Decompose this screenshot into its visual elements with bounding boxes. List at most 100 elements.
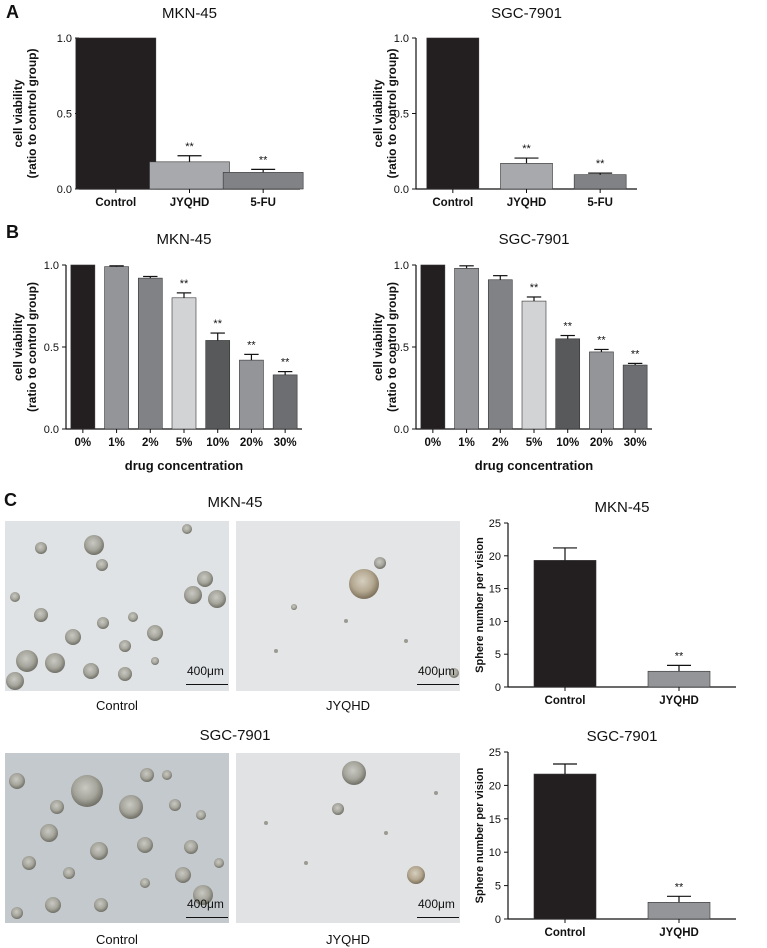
y-axis-label: cell viability (371, 79, 385, 147)
x-tick-label: Control (545, 695, 586, 707)
y-tick-label: 10 (489, 616, 501, 628)
x-tick-label: 5-FU (587, 197, 613, 209)
significance-label: ** (597, 334, 606, 346)
y-axis-label: (ratio to control group) (385, 49, 399, 179)
y-axis-label: (ratio to control group) (385, 282, 399, 412)
bar (454, 267, 479, 430)
micrograph-sgc7901-control (5, 753, 229, 923)
y-tick-label: 1.0 (394, 260, 409, 272)
micrograph-caption-sgc7901-control: Control (96, 932, 138, 947)
bar (239, 359, 264, 430)
scale-bar-label: 400μm (418, 664, 455, 678)
y-tick-label: 0.0 (57, 184, 72, 196)
bar (533, 773, 597, 920)
y-tick-label: 15 (489, 814, 501, 826)
x-tick-label: 10% (206, 437, 229, 449)
significance-label: ** (631, 348, 640, 360)
significance-label: ** (247, 339, 256, 351)
x-tick-label: 10% (556, 437, 579, 449)
scale-bar-label: 400μm (187, 664, 224, 678)
chart-title: MKN-45 (594, 499, 649, 516)
y-tick-label: 20 (489, 780, 501, 792)
significance-label: ** (213, 318, 222, 330)
y-axis-label: Sphere number per vision (474, 537, 486, 673)
significance-label: ** (675, 650, 684, 662)
bar (533, 560, 597, 688)
bar (75, 37, 157, 190)
panel-letter-a: A (6, 2, 19, 22)
y-tick-label: 1.0 (57, 33, 72, 45)
micrograph-mkn45-control (5, 521, 229, 691)
x-tick-label: 1% (458, 437, 475, 449)
x-tick-label: Control (95, 197, 136, 209)
y-tick-label: 0.0 (394, 424, 409, 436)
x-tick-label: 5-FU (250, 197, 276, 209)
significance-label: ** (522, 143, 531, 155)
significance-label: ** (596, 158, 605, 170)
x-tick-label: JYQHD (659, 695, 699, 707)
x-tick-label: 5% (176, 437, 193, 449)
x-tick-label: JYQHD (170, 197, 210, 209)
chart-a-mkn45: MKN-45 0.0 0.5 1.0 cell viability (ratio to c… (11, 5, 304, 209)
y-tick-label: 0.0 (394, 184, 409, 196)
significance-label: ** (675, 881, 684, 893)
y-axis-label: cell viability (11, 313, 25, 381)
bar (149, 161, 230, 190)
y-tick-label: 15 (489, 584, 501, 596)
scale-bar-label: 400μm (187, 897, 224, 911)
bar (555, 338, 581, 430)
micrograph-caption-mkn45-control: Control (96, 698, 138, 713)
micrograph-sgc7901-jyqhd (236, 753, 460, 923)
scale-bar (417, 684, 459, 685)
chart-title: SGC-7901 (499, 231, 570, 248)
bar (272, 374, 298, 430)
bar (420, 264, 446, 430)
bar (589, 351, 614, 430)
significance-label: ** (530, 282, 539, 294)
x-tick-label: 0% (425, 437, 442, 449)
y-tick-label: 1.0 (394, 33, 409, 45)
x-axis-label: drug concentration (475, 458, 594, 473)
x-tick-label: 2% (492, 437, 509, 449)
bar (573, 174, 627, 190)
x-tick-label: 30% (624, 437, 647, 449)
scale-bar (186, 917, 228, 918)
bar (647, 902, 711, 920)
significance-label: ** (259, 154, 268, 166)
bar (222, 172, 304, 190)
chart-title: SGC-7901 (587, 728, 658, 745)
bar (647, 670, 711, 688)
chart-title: MKN-45 (162, 5, 217, 22)
y-tick-label: 5 (495, 649, 501, 661)
x-tick-label: 2% (142, 437, 159, 449)
x-tick-label: JYQHD (659, 927, 699, 939)
y-tick-label: 25 (489, 747, 501, 759)
y-tick-label: 0.0 (44, 424, 59, 436)
micro-title-mkn45: MKN-45 (207, 494, 263, 511)
y-tick-label: 0 (495, 682, 501, 694)
bar (171, 297, 197, 430)
x-axis-label: drug concentration (125, 458, 244, 473)
significance-label: ** (563, 321, 572, 333)
scale-bar-label: 400μm (418, 897, 455, 911)
micro-title-sgc7901: SGC-7901 (199, 727, 271, 744)
chart-b-sgc7901: SGC-7901 0.0 0.5 1.0 cell viability (ratio to… (371, 231, 652, 473)
bar (205, 340, 231, 430)
x-tick-label: 0% (75, 437, 92, 449)
chart-b-mkn45: MKN-45 0.0 0.5 1.0 cell viability (ratio to c… (11, 231, 302, 473)
panel-letter-b: B (6, 222, 19, 242)
significance-label: ** (185, 141, 194, 153)
bar (426, 37, 480, 190)
x-tick-label: 5% (526, 437, 543, 449)
micrograph-caption-mkn45-jyqhd: JYQHD (325, 698, 371, 713)
x-tick-label: 20% (240, 437, 263, 449)
y-axis-label: cell viability (11, 79, 25, 147)
x-tick-label: JYQHD (507, 197, 547, 209)
micrograph-caption-sgc7901-jyqhd: JYQHD (325, 932, 371, 947)
y-axis-label: Sphere number per vision (474, 767, 486, 903)
bar (70, 264, 96, 430)
chart-a-sgc7901: SGC-7901 0.0 0.5 1.0 cell viability (ratio to… (371, 5, 637, 209)
chart-title: MKN-45 (156, 231, 211, 248)
